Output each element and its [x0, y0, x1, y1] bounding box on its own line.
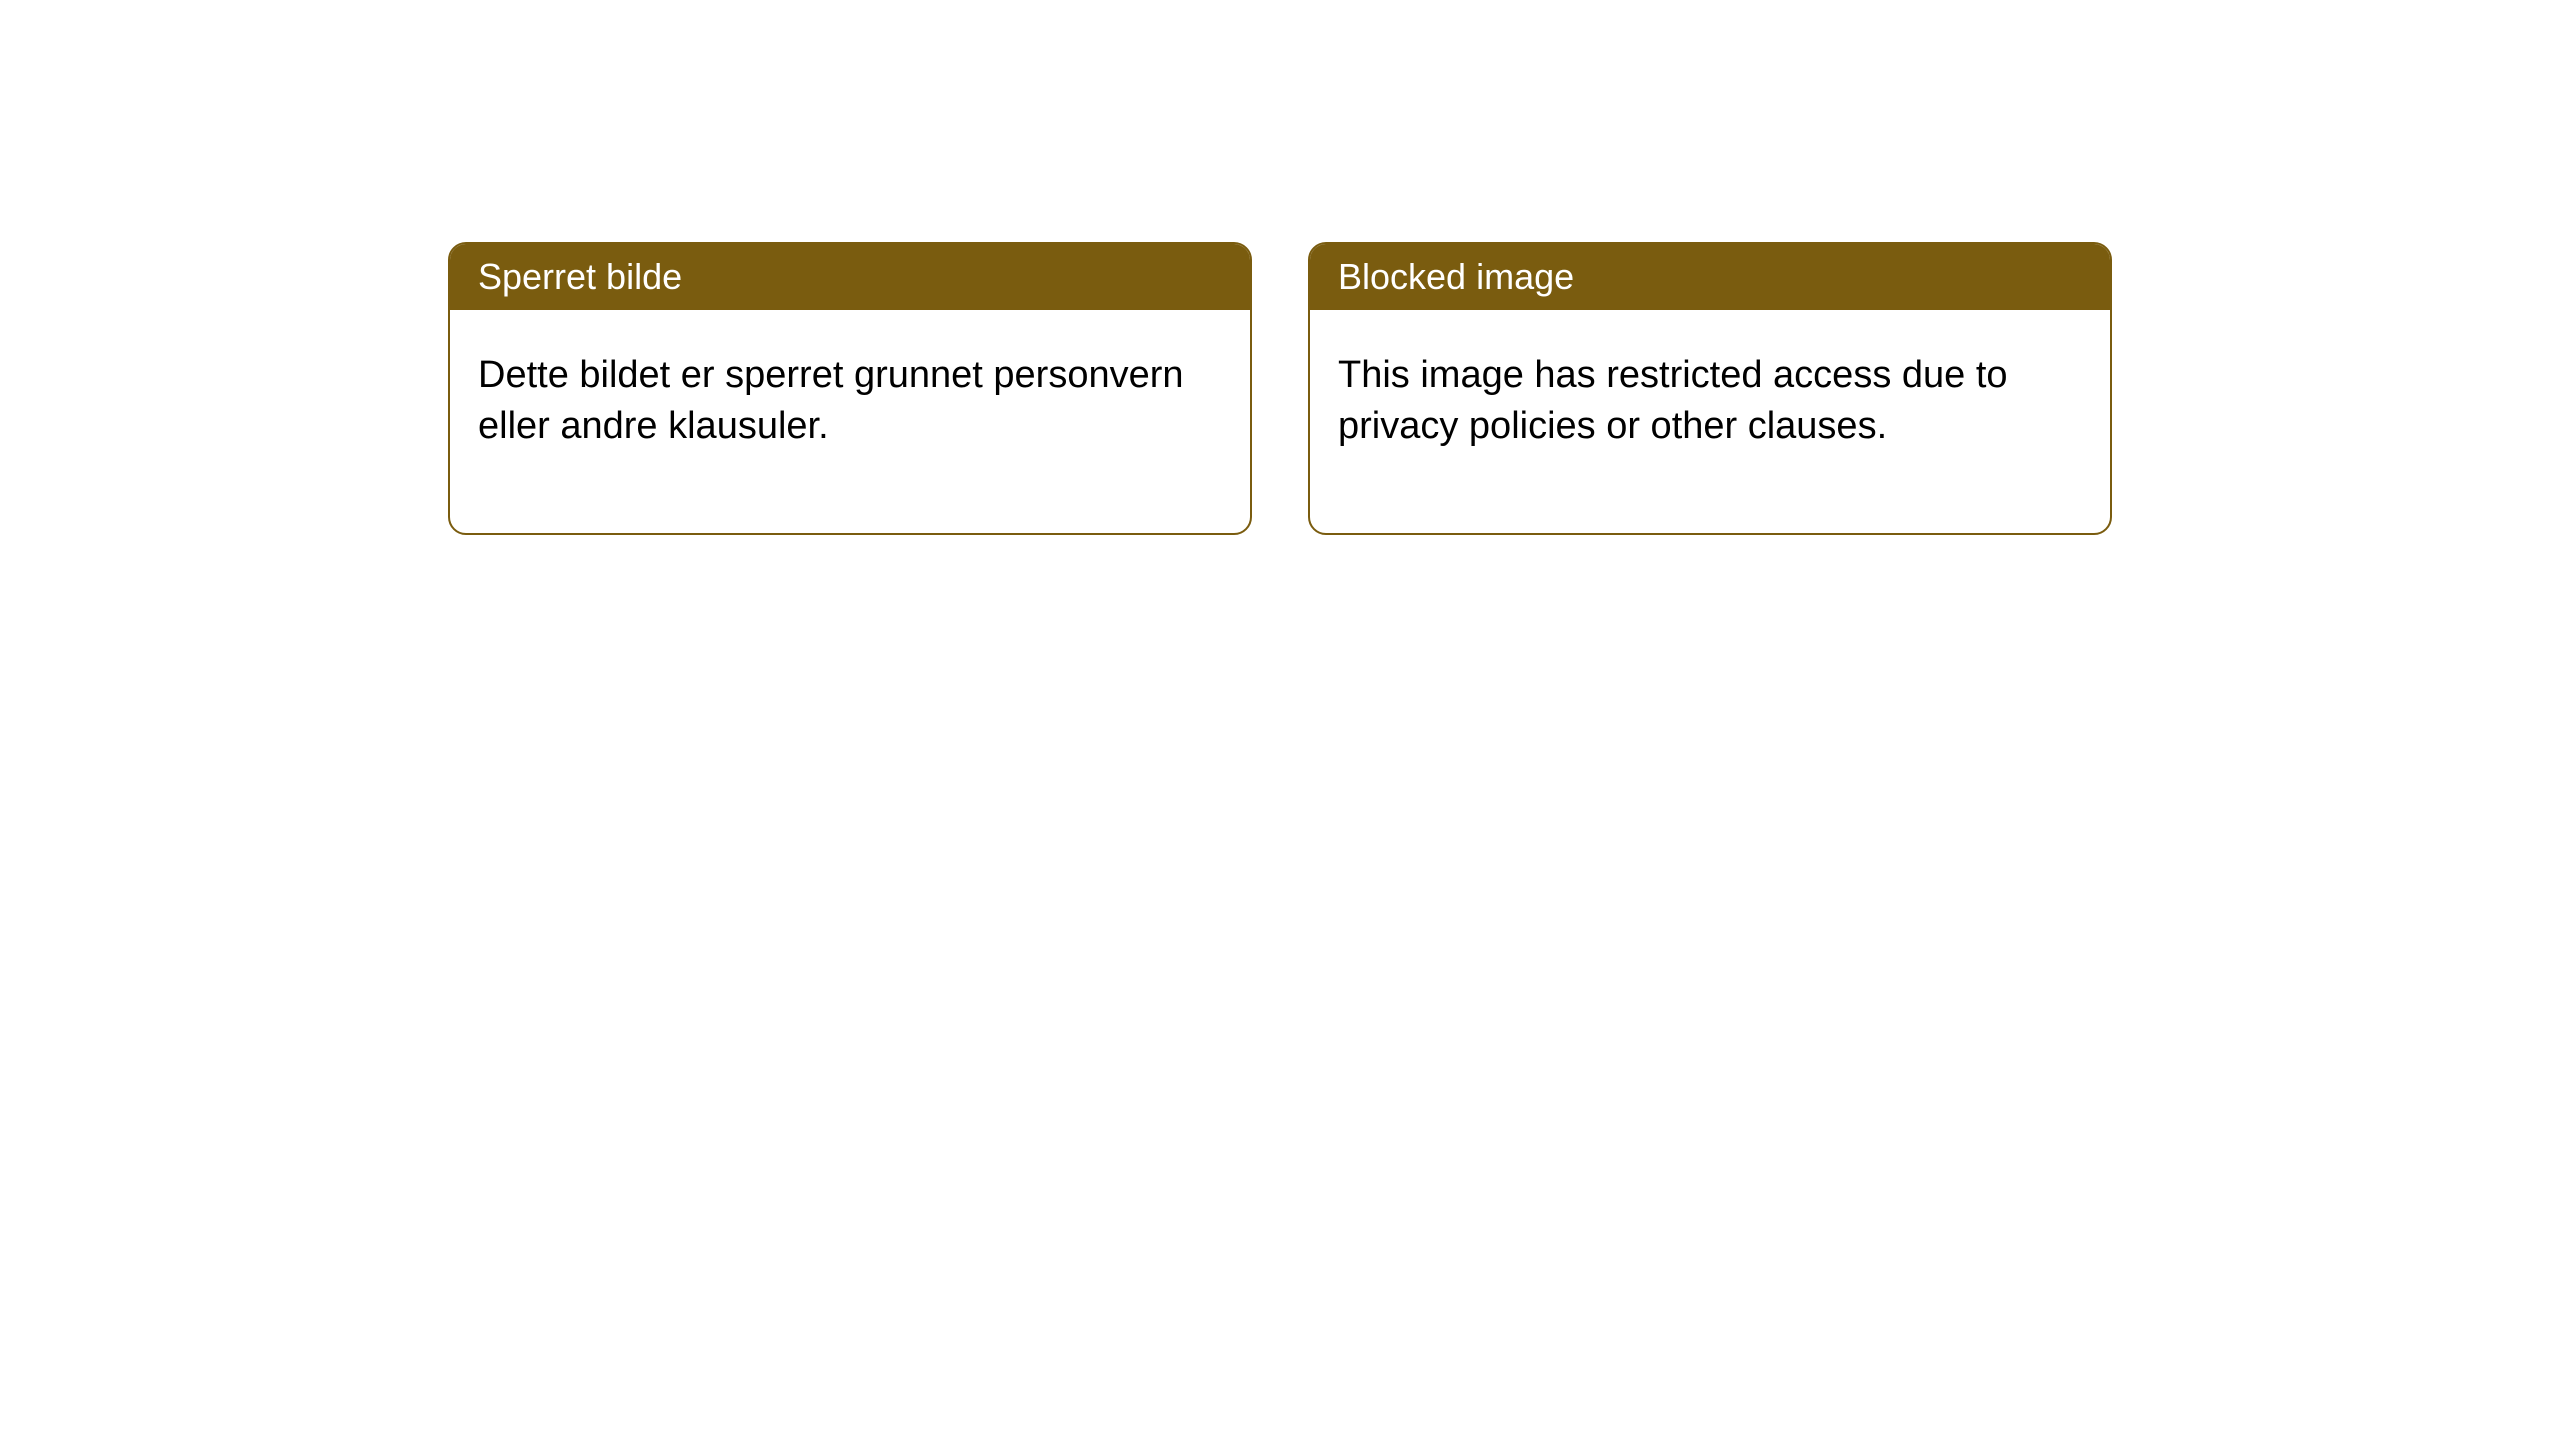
card-title: Sperret bilde [478, 256, 682, 297]
card-body-text: Dette bildet er sperret grunnet personve… [478, 354, 1184, 447]
cards-container: Sperret bilde Dette bildet er sperret gr… [0, 0, 2560, 535]
card-body: This image has restricted access due to … [1310, 310, 2110, 533]
blocked-card-english: Blocked image This image has restricted … [1308, 242, 2112, 535]
card-header: Blocked image [1310, 244, 2110, 310]
blocked-card-norwegian: Sperret bilde Dette bildet er sperret gr… [448, 242, 1252, 535]
card-body-text: This image has restricted access due to … [1338, 354, 2008, 447]
card-body: Dette bildet er sperret grunnet personve… [450, 310, 1250, 533]
card-title: Blocked image [1338, 256, 1574, 297]
card-header: Sperret bilde [450, 244, 1250, 310]
